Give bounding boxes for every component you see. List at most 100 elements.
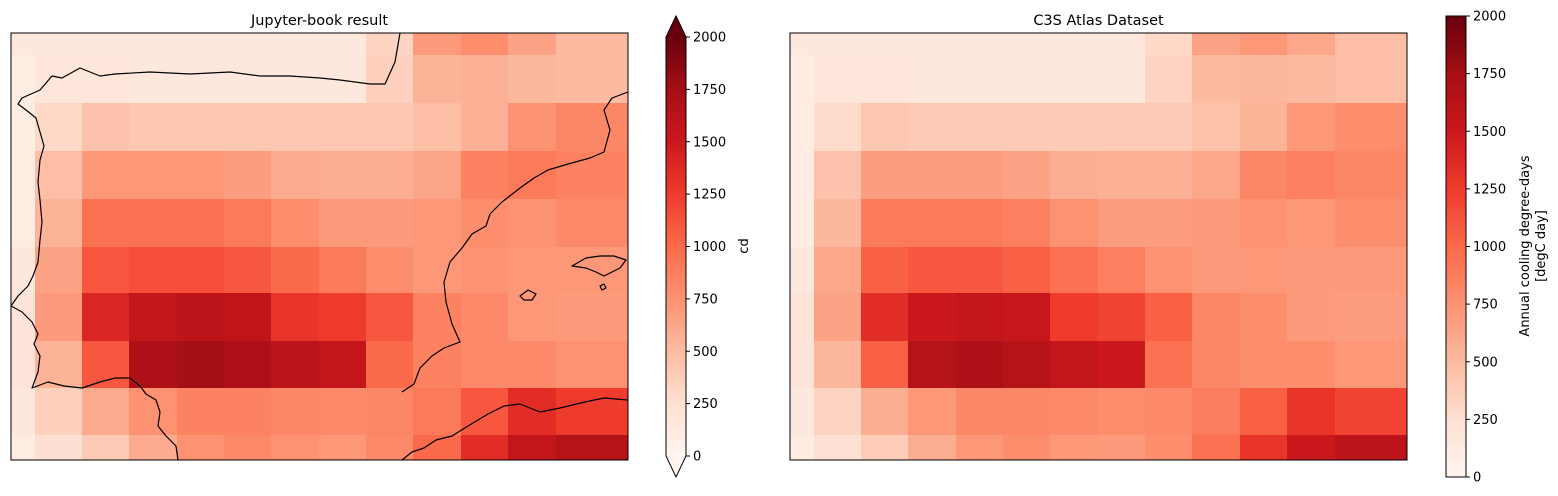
left-colorbar-tick-label: 750 xyxy=(693,292,718,307)
left-heat-cell xyxy=(413,435,462,460)
left-heat-cell xyxy=(177,293,225,342)
left-heat-cell xyxy=(82,247,130,294)
right-colorbar-tick-label: 250 xyxy=(1473,413,1498,428)
left-island-ibiza xyxy=(519,289,537,301)
left-heat-cell xyxy=(413,388,462,436)
right-heat-cell xyxy=(814,435,862,460)
right-heat-cell xyxy=(908,151,957,200)
right-heat-cell xyxy=(1098,341,1146,389)
right-heat-cell xyxy=(1335,103,1407,152)
left-heat-cell xyxy=(177,388,225,436)
right-heat-cell xyxy=(1098,33,1146,56)
right-heat-cell xyxy=(1145,33,1193,56)
left-heat-cell xyxy=(413,247,462,294)
right-heat-cell xyxy=(908,103,957,152)
right-heat-cell xyxy=(1050,435,1099,460)
left-heat-cell xyxy=(413,199,462,248)
left-heat-cell xyxy=(224,293,272,342)
right-heat-cell xyxy=(1335,151,1407,200)
right-heat-cell xyxy=(1240,341,1288,389)
left-heat-cell xyxy=(271,33,320,56)
right-heat-cell xyxy=(814,199,862,248)
right-heat-cell xyxy=(814,341,862,389)
right-heat-cell xyxy=(1145,247,1193,294)
right-heat-cell xyxy=(908,247,957,294)
left-heat-cell xyxy=(129,199,178,248)
right-colorbar-tick-label: 1500 xyxy=(1473,125,1506,140)
left-heat-cell xyxy=(224,55,272,104)
left-heat-cell xyxy=(271,435,320,460)
right-heat-cell xyxy=(861,199,909,248)
left-heat-cell xyxy=(366,247,414,294)
left-heat-cell xyxy=(35,33,83,56)
right-heat-cell xyxy=(861,103,909,152)
right-heat-cell xyxy=(1287,388,1336,436)
right-heat-cell xyxy=(814,247,862,294)
left-heat-cell xyxy=(319,151,367,200)
left-axes-frame xyxy=(10,32,629,461)
right-heat-cell xyxy=(861,55,909,104)
left-heat-cell xyxy=(461,341,509,389)
left-heat-cell xyxy=(129,151,178,200)
left-heat-cell xyxy=(11,199,36,248)
right-heat-cell xyxy=(1050,247,1099,294)
right-heat-cell xyxy=(814,388,862,436)
left-heat-cell xyxy=(35,293,83,342)
left-heat-cell xyxy=(271,341,320,389)
right-heat-cell xyxy=(790,151,815,200)
right-heat-cell xyxy=(790,435,815,460)
left-heat-cell xyxy=(366,293,414,342)
right-heat-cell xyxy=(1098,199,1146,248)
right-heat-cell xyxy=(908,388,957,436)
left-heat-cell xyxy=(35,199,83,248)
right-heat-cell xyxy=(1003,341,1051,389)
right-heat-cell xyxy=(1003,33,1051,56)
left-heat-cell xyxy=(11,388,36,436)
left-heatmap xyxy=(11,33,628,460)
right-heat-cell xyxy=(1003,199,1051,248)
right-heat-cell xyxy=(1050,55,1099,104)
right-heat-cell xyxy=(1145,293,1193,342)
right-heat-cell xyxy=(790,199,815,248)
left-heat-cell xyxy=(35,435,83,460)
left-colorbar-tick-label: 0 xyxy=(693,450,701,465)
left-heat-cell xyxy=(11,103,36,152)
right-heat-cell xyxy=(1240,151,1288,200)
right-heat-cell xyxy=(908,33,957,56)
right-heat-cell xyxy=(1287,293,1336,342)
right-heat-cell xyxy=(1335,247,1407,294)
left-heat-cell xyxy=(413,33,462,56)
right-colorbar-tick-label: 0 xyxy=(1473,471,1481,486)
left-heat-cell xyxy=(556,199,628,248)
left-heat-cell xyxy=(461,388,509,436)
left-heat-cell xyxy=(82,199,130,248)
left-panel-title: Jupyter-book result xyxy=(250,13,388,29)
right-heat-cell xyxy=(814,103,862,152)
right-heat-cell xyxy=(790,388,815,436)
right-heat-cell xyxy=(1145,435,1193,460)
left-heat-cell xyxy=(11,33,36,56)
right-heat-cell xyxy=(790,341,815,389)
left-heat-cell xyxy=(271,55,320,104)
left-heat-cell xyxy=(224,199,272,248)
left-heat-cell xyxy=(177,199,225,248)
left-heat-cell xyxy=(224,151,272,200)
left-colorbar-tick-label: 250 xyxy=(693,397,718,412)
right-heat-cell xyxy=(1192,435,1241,460)
right-heat-cell xyxy=(1098,247,1146,294)
left-heat-cell xyxy=(129,435,178,460)
right-colorbar-tick-label: 1750 xyxy=(1473,67,1506,82)
left-heat-cell xyxy=(271,103,320,152)
right-heat-cell xyxy=(1335,55,1407,104)
right-heat-cell xyxy=(908,199,957,248)
right-heat-cell xyxy=(1192,247,1241,294)
right-heat-cell xyxy=(814,55,862,104)
left-heat-cell xyxy=(366,33,414,56)
left-heat-cell xyxy=(556,293,628,342)
right-panel-title: C3S Atlas Dataset xyxy=(1033,13,1164,29)
left-heat-cell xyxy=(319,199,367,248)
right-heat-cell xyxy=(1192,388,1241,436)
left-heat-cell xyxy=(129,293,178,342)
right-colorbar: 0 250 500 750 1000 1250 1500 1750 2000 Annual co… xyxy=(1445,10,1549,486)
right-heat-cell xyxy=(1287,103,1336,152)
